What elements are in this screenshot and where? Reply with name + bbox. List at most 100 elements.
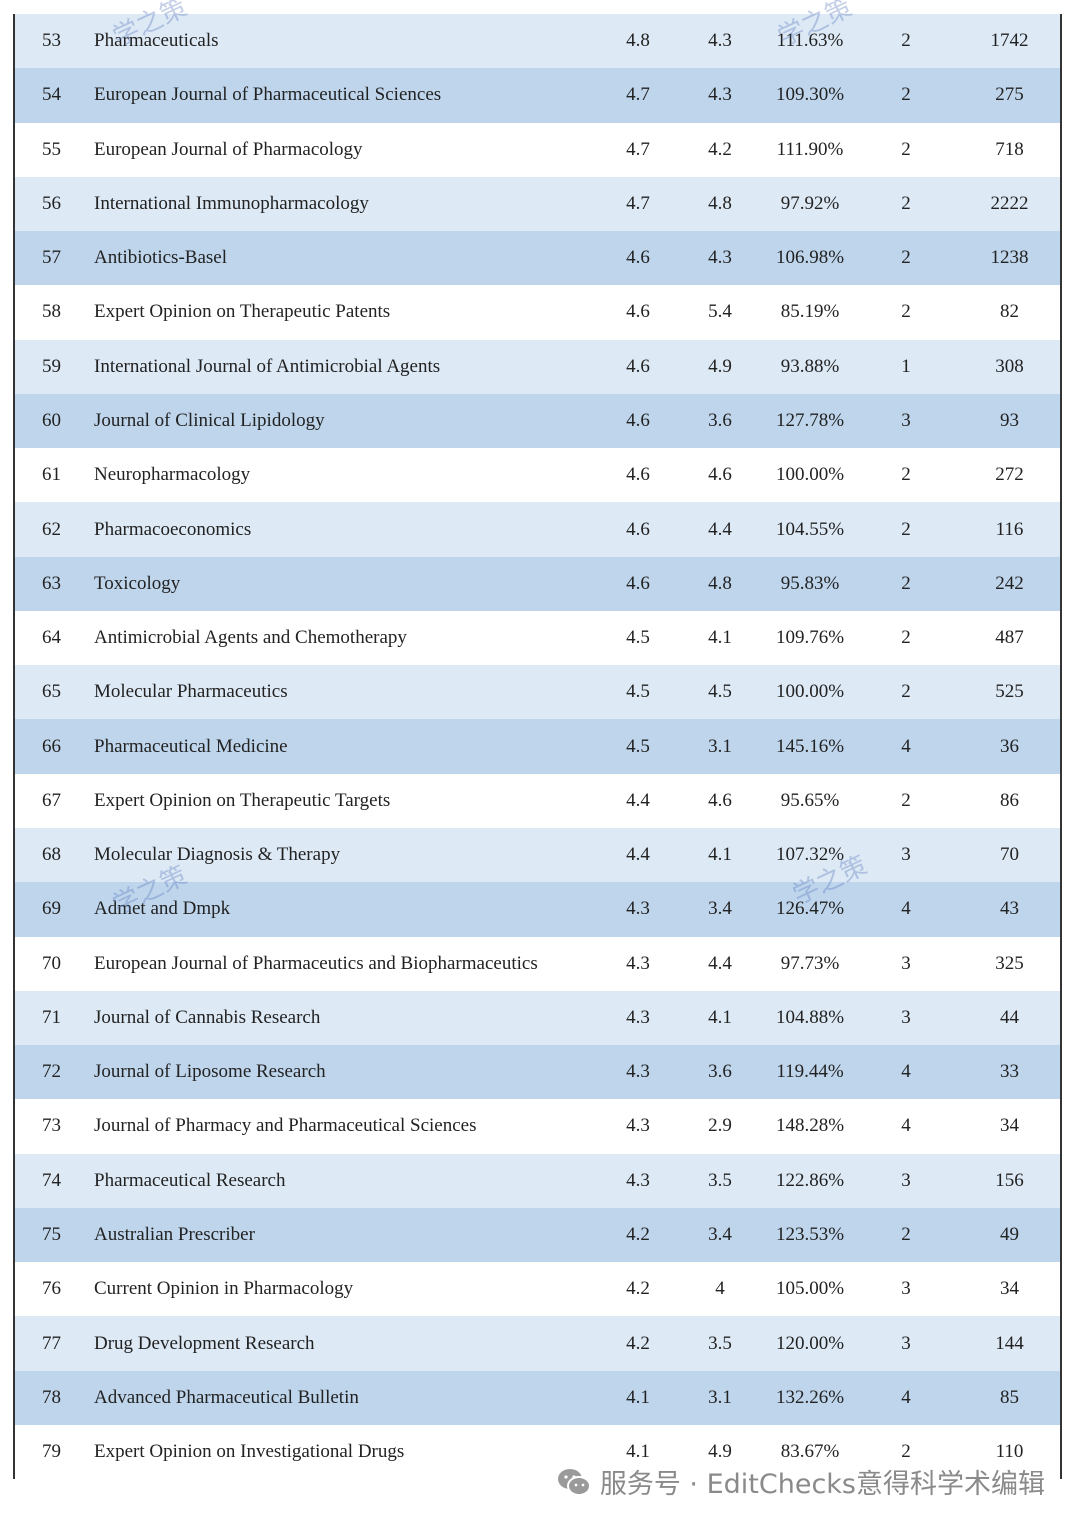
impact-factor: 4.3 [626, 1115, 650, 1137]
value: 3.1 [708, 1386, 732, 1408]
count: 49 [1000, 1223, 1019, 1245]
rank: 76 [42, 1278, 61, 1300]
impact-factor: 4.4 [626, 789, 650, 811]
impact-factor: 4.7 [626, 84, 650, 106]
journal-name: European Journal of Pharmaceutical Scien… [94, 84, 442, 106]
table-row: 54 European Journal of Pharmaceutical Sci… [15, 68, 1060, 123]
table-row: 66 Pharmaceutical Medicine 4.5 3.1 145.16% 4 3… [15, 719, 1060, 774]
table-row: 73 Journal of Pharmacy and Pharmaceutical… [15, 1099, 1060, 1154]
table-row: 60 Journal of Clinical Lipidology 4.6 3.6 12… [15, 393, 1060, 449]
journal-name: Drug Development Research [94, 1332, 315, 1354]
count: 2222 [990, 192, 1029, 214]
zone: 4 [901, 1061, 911, 1083]
rank: 74 [42, 1169, 61, 1191]
count: 82 [1000, 301, 1019, 323]
ratio: 111.63% [776, 30, 844, 52]
impact-factor: 4.3 [626, 1061, 650, 1083]
impact-factor: 4.5 [626, 735, 650, 757]
table-row: 77 Drug Development Research 4.2 3.5 120.00%… [15, 1316, 1060, 1371]
count: 33 [1000, 1061, 1019, 1083]
impact-factor: 4.6 [626, 355, 650, 377]
value: 4 [715, 1278, 725, 1300]
ratio: 111.90% [776, 138, 844, 160]
count: 70 [1000, 844, 1019, 866]
journal-name: European Journal of Pharmacology [94, 138, 363, 160]
journal-name: International Journal of Antimicrobial A… [94, 355, 441, 377]
value: 4.1 [708, 844, 732, 866]
table-row: 62 Pharmacoeconomics 4.6 4.4 104.55% 2 116 [15, 502, 1060, 557]
zone: 4 [901, 1115, 911, 1137]
zone: 3 [901, 1278, 911, 1300]
table-row: 67 Expert Opinion on Therapeutic Targets 4… [15, 773, 1060, 828]
table-row: 69 Admet and Dmpk 4.3 3.4 126.47% 4 43 [15, 882, 1060, 937]
rank: 55 [42, 138, 61, 160]
value: 3.6 [708, 409, 732, 431]
ratio: 85.19% [780, 301, 840, 323]
rank: 66 [42, 735, 61, 757]
value: 3.1 [708, 735, 732, 757]
count: 308 [995, 355, 1024, 377]
journal-name: Pharmacoeconomics [94, 518, 252, 540]
journal-table: 53 Pharmaceuticals 4.8 4.3 111.63% 2 1742 54 Eur… [15, 14, 1060, 1480]
ratio: 83.67% [780, 1441, 840, 1463]
zone: 2 [901, 247, 911, 269]
table-row: 75 Australian Prescriber 4.2 3.4 123.53% 2 49 [15, 1207, 1060, 1263]
journal-name: Journal of Clinical Lipidology [94, 409, 325, 431]
count: 34 [1000, 1278, 1019, 1300]
table-row: 78 Advanced Pharmaceutical Bulletin 4.1 3.1… [15, 1370, 1060, 1425]
zone: 2 [901, 627, 911, 649]
table-row: 55 European Journal of Pharmacology 4.7 4.2… [15, 122, 1060, 177]
journal-name: Neuropharmacology [94, 464, 251, 486]
count: 1238 [990, 247, 1029, 269]
value: 4.1 [708, 627, 732, 649]
impact-factor: 4.8 [626, 30, 650, 52]
impact-factor: 4.6 [626, 518, 650, 540]
zone: 3 [901, 844, 911, 866]
table-row: 71 Journal of Cannabis Research 4.3 4.1 104.… [15, 990, 1060, 1046]
rank: 61 [42, 464, 61, 486]
right-border [1060, 14, 1062, 1479]
ratio: 122.86% [775, 1169, 845, 1191]
ratio: 104.88% [775, 1006, 845, 1028]
ratio: 93.88% [780, 355, 840, 377]
ratio: 148.28% [775, 1115, 845, 1137]
rank: 57 [42, 247, 61, 269]
zone: 2 [901, 84, 911, 106]
impact-factor: 4.7 [626, 138, 650, 160]
value: 4.6 [708, 464, 732, 486]
rank: 71 [42, 1006, 61, 1028]
left-border [13, 14, 15, 1479]
value: 4.9 [708, 355, 732, 377]
value: 4.4 [708, 952, 732, 974]
rank: 62 [42, 518, 61, 540]
ratio: 107.32% [775, 844, 845, 866]
table-row: 79 Expert Opinion on Investigational Drug… [15, 1424, 1060, 1480]
journal-name: Journal of Liposome Research [94, 1061, 326, 1083]
table-row: 70 European Journal of Pharmaceutics and … [15, 936, 1060, 991]
impact-factor: 4.3 [626, 1169, 650, 1191]
footer: 服务号 · EditChecks意得科学术编辑 [556, 1462, 1045, 1501]
impact-factor: 4.5 [626, 681, 650, 703]
table-row: 56 International Immunopharmacology 4.7 4.8… [15, 176, 1060, 232]
rank: 53 [42, 30, 61, 52]
value: 4.2 [708, 138, 732, 160]
ratio: 126.47% [775, 898, 845, 920]
zone: 3 [901, 1169, 911, 1191]
value: 5.4 [708, 301, 732, 323]
ratio: 119.44% [776, 1061, 844, 1083]
table-row: 58 Expert Opinion on Therapeutic Patents 4… [15, 285, 1060, 340]
impact-factor: 4.6 [626, 572, 650, 594]
table-row: 57 Antibiotics-Basel 4.6 4.3 106.98% 2 1238 [15, 231, 1060, 286]
impact-factor: 4.6 [626, 464, 650, 486]
impact-factor: 4.6 [626, 301, 650, 323]
count: 272 [995, 464, 1024, 486]
ratio: 109.30% [775, 84, 845, 106]
value: 3.5 [708, 1332, 732, 1354]
zone: 3 [901, 409, 911, 431]
journal-name: Antibiotics-Basel [94, 247, 227, 269]
zone: 2 [901, 518, 911, 540]
ratio: 97.73% [780, 952, 840, 974]
ratio: 123.53% [775, 1223, 845, 1245]
impact-factor: 4.6 [626, 247, 650, 269]
